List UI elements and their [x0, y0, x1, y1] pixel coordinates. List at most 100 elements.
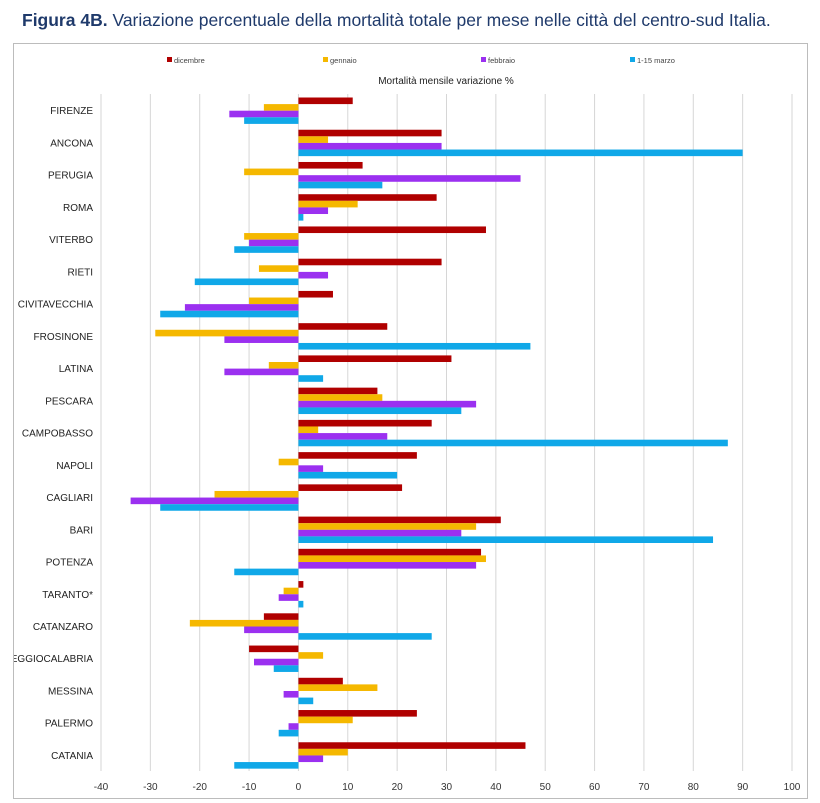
bar [249, 239, 299, 247]
category-label: PESCARA [45, 396, 93, 407]
bar [283, 587, 299, 595]
bar [298, 562, 477, 569]
bar [234, 246, 299, 253]
x-tick-label: 10 [342, 782, 354, 793]
bar [298, 271, 329, 279]
bar [298, 484, 403, 491]
category-label: RIETI [67, 267, 93, 278]
bar [298, 181, 383, 189]
bar [298, 439, 728, 447]
bar [298, 581, 304, 588]
chart-frame: FIRENZE ANCONA PERUGIA ROMA VITERBO RIETI CIVI… [4, 43, 808, 799]
bar [298, 529, 462, 537]
bar [224, 336, 299, 343]
bar [254, 658, 299, 666]
bar [244, 626, 299, 634]
bar [234, 568, 299, 576]
category-label: CATANIA [51, 751, 93, 762]
chart-title: Mortalità mensile variazione % [378, 76, 514, 87]
bar [298, 555, 486, 563]
category-label: TARANTO* [42, 590, 93, 601]
category-label: BARI [70, 525, 93, 536]
bar [298, 207, 329, 215]
category-label: FIRENZE [50, 106, 93, 117]
bar [298, 142, 442, 150]
bar [273, 665, 299, 672]
bar [278, 729, 299, 737]
x-tick-label: 50 [540, 782, 552, 793]
x-tick-labels: -40 -30 -20 -10 0 10 20 30 40 50 60 70 80 90 100 [94, 782, 801, 793]
bar [298, 97, 353, 105]
legend-swatch [630, 57, 635, 62]
bar [298, 684, 378, 691]
bar [298, 523, 477, 530]
category-label: FROSINONE [34, 332, 94, 343]
bar [249, 297, 299, 305]
bar [298, 290, 333, 298]
category-label: ANCONA [50, 138, 93, 149]
bar [298, 677, 343, 685]
figure-label: Figura 4B. [22, 10, 108, 30]
category-label: REGGIOCALABRIA [14, 654, 93, 665]
bar [298, 652, 324, 659]
x-tick-label: -10 [242, 782, 257, 793]
bars [130, 97, 743, 769]
bar [298, 407, 462, 415]
bar [298, 161, 363, 169]
bar [298, 419, 432, 427]
bar [288, 723, 299, 730]
bar [298, 742, 526, 749]
bar [263, 104, 299, 111]
bar [298, 548, 482, 556]
bar [189, 619, 299, 627]
x-tick-label: -40 [94, 782, 109, 793]
x-tick-label: 30 [441, 782, 453, 793]
category-label: CIVITAVECCHIA [18, 300, 94, 311]
bar [298, 471, 398, 479]
bar [224, 368, 299, 376]
legend-swatch [167, 57, 172, 62]
bar [160, 504, 299, 511]
legend-label: dicembre [174, 56, 205, 65]
category-label: NAPOLI [56, 461, 93, 472]
bar [268, 362, 299, 369]
bar [249, 645, 299, 653]
legend-label: febbraio [488, 56, 515, 65]
bar [278, 458, 299, 466]
bar [298, 194, 437, 201]
category-label: CAGLIARI [46, 493, 93, 504]
bar [298, 214, 304, 221]
bar [298, 136, 329, 143]
bar [298, 452, 417, 459]
bar [298, 633, 432, 640]
legend: dicembre gennaio febbraio 1-15 marzo [167, 56, 675, 65]
bar [278, 594, 299, 601]
bar [214, 490, 299, 498]
category-label: PALERMO [45, 719, 93, 730]
legend-swatch [481, 57, 486, 62]
bar [298, 465, 324, 472]
category-label: PERUGIA [48, 171, 93, 182]
bar [229, 110, 299, 118]
bar [298, 516, 501, 524]
x-tick-label: 0 [296, 782, 302, 793]
figure-title: Figura 4B. Variazione percentuale della … [22, 10, 771, 31]
bar [244, 233, 299, 240]
bar [298, 226, 486, 234]
x-tick-label: 70 [638, 782, 650, 793]
gridlines [100, 94, 793, 771]
bar [298, 355, 452, 363]
x-tick-label: -20 [192, 782, 207, 793]
x-tick-label: 80 [688, 782, 700, 793]
bar [298, 748, 348, 756]
category-label: LATINA [59, 364, 94, 375]
bar [298, 387, 378, 395]
bar [283, 690, 299, 698]
bar [298, 400, 477, 408]
bar [234, 762, 299, 769]
bar [298, 536, 714, 543]
bar [298, 716, 353, 724]
bar [263, 613, 299, 620]
bar [298, 323, 388, 330]
bar [244, 117, 299, 124]
